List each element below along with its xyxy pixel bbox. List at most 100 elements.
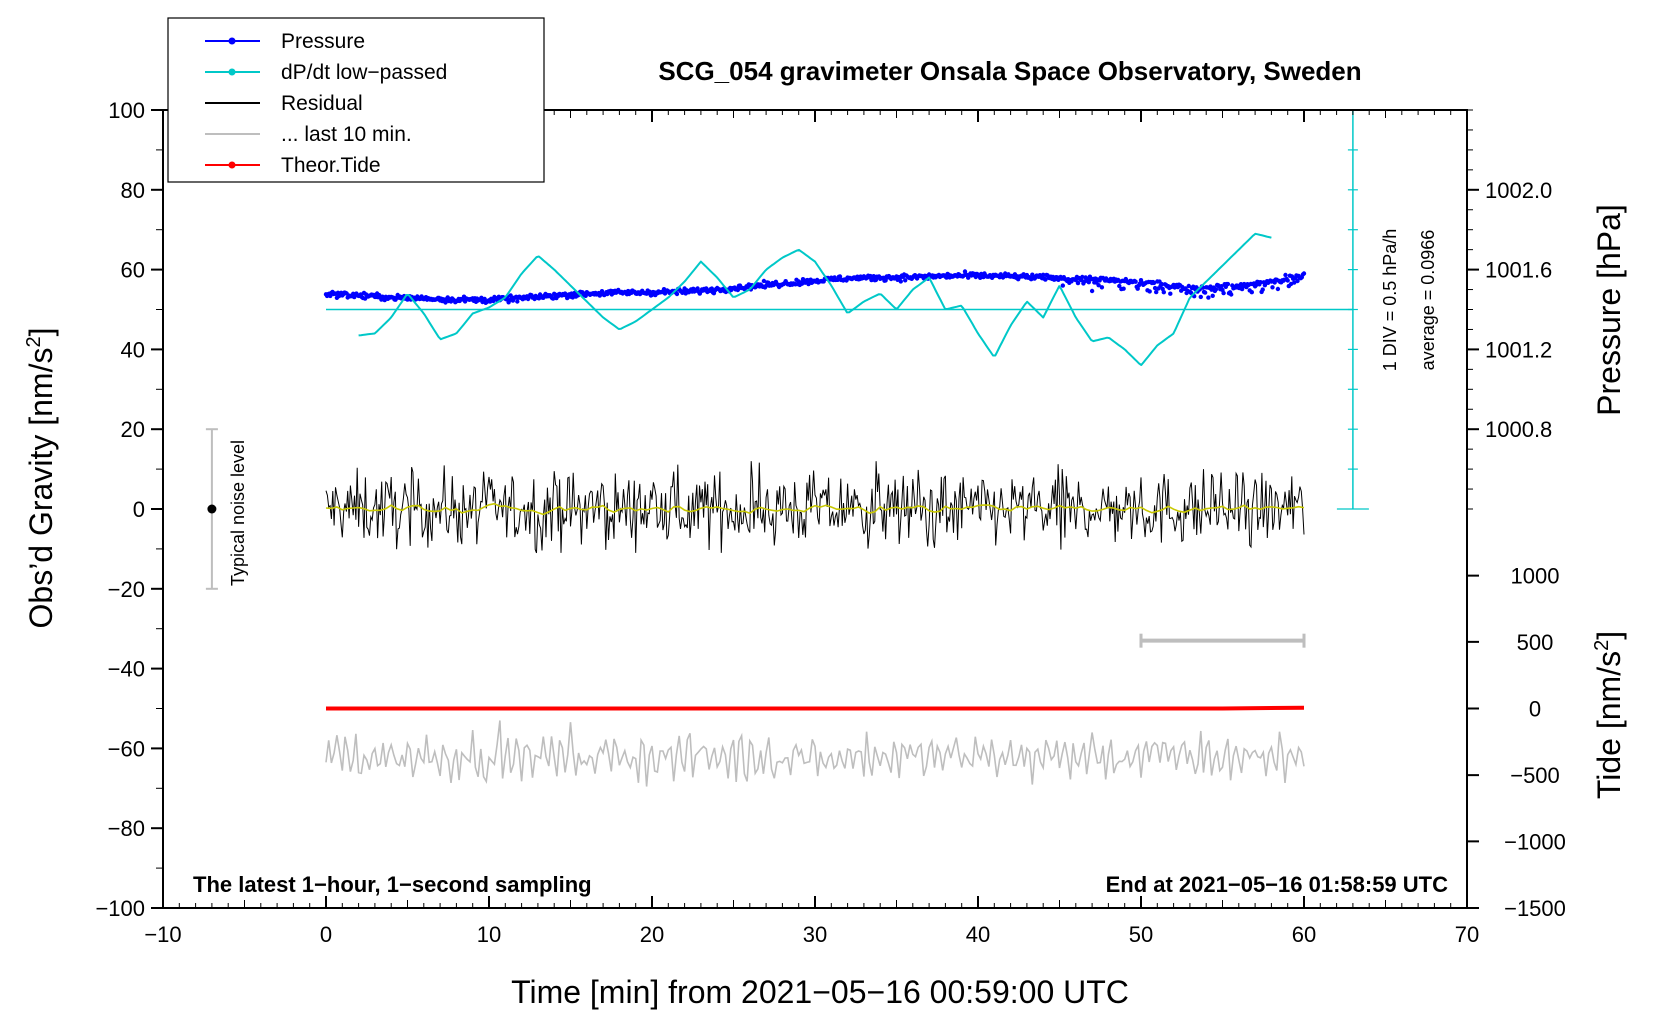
tide-tick-label: 500 xyxy=(1517,630,1554,655)
pressure-point xyxy=(1075,280,1081,286)
last-10-min-series xyxy=(325,720,1305,787)
pressure-point xyxy=(763,283,769,288)
pressure-series xyxy=(323,269,1307,305)
pressure-point xyxy=(1188,290,1194,295)
last-10-min-line xyxy=(325,720,1305,787)
x-tick-label: −10 xyxy=(144,922,181,947)
tide-tick-label: 1000 xyxy=(1511,564,1560,589)
pressure-point xyxy=(1147,289,1152,294)
tide-tick-label: 0 xyxy=(1529,697,1541,722)
chart-title: SCG_054 gravimeter Onsala Space Observat… xyxy=(658,56,1361,86)
y-tick-label: 100 xyxy=(108,98,145,123)
dpdt-series xyxy=(358,232,1272,366)
legend-swatch-marker xyxy=(228,161,236,169)
tide-tick-label: −1000 xyxy=(1504,829,1566,854)
pressure-point xyxy=(1283,272,1288,278)
legend-swatch-marker xyxy=(228,68,236,76)
pressure-point xyxy=(1285,278,1290,283)
tide-line xyxy=(326,705,1305,711)
y-tick-label: 40 xyxy=(121,337,145,362)
footer-left-text: The latest 1−hour, 1−second sampling xyxy=(193,872,592,897)
pressure-point xyxy=(1249,290,1255,295)
pressure-point xyxy=(1202,290,1208,295)
x-tick-label: 0 xyxy=(320,922,332,947)
y-axis-ticks: 100 80 60 40 20 0 −20 −40 −60 −80 −100 xyxy=(95,98,163,921)
legend-label: Residual xyxy=(281,92,363,115)
pressure-point xyxy=(1060,283,1066,288)
theoretical-tide-series xyxy=(326,705,1305,711)
pressure-point xyxy=(1301,271,1307,276)
tide-tick-label: −1500 xyxy=(1504,896,1566,921)
x-tick-label: 40 xyxy=(966,922,990,947)
pressure-point xyxy=(550,296,556,301)
pressure-point xyxy=(1154,289,1159,295)
y-axis-title-tide-main: Tide [nm/s xyxy=(1591,651,1627,799)
pressure-point xyxy=(1151,280,1157,286)
y-axis-title-left-tail: ] xyxy=(23,328,59,337)
pressure-point xyxy=(837,274,843,279)
pressure-point xyxy=(1159,281,1164,287)
pressure-point xyxy=(1160,286,1165,292)
pressure-point xyxy=(1229,292,1234,297)
residual-smoothed-line xyxy=(325,502,1305,516)
y-axis-title-left-sup: 2 xyxy=(23,336,45,347)
pressure-axis-ticks: 1002.0 1001.6 1001.2 1000.8 xyxy=(1467,109,1552,510)
pressure-point xyxy=(1117,283,1122,289)
pressure-point xyxy=(1096,283,1101,288)
pressure-point xyxy=(1089,288,1095,294)
y-tick-label: −40 xyxy=(108,657,145,682)
y-tick-label: 80 xyxy=(121,178,145,203)
pressure-tick-label: 1002.0 xyxy=(1485,178,1552,203)
residual-smoothed-series xyxy=(325,502,1305,516)
y-axis-title-tide-tail: ] xyxy=(1591,631,1627,640)
pressure-point xyxy=(709,286,714,291)
pressure-point xyxy=(1080,274,1085,280)
legend-label: Theor.Tide xyxy=(281,154,381,177)
dpdt-average-label: average = 0.0966 xyxy=(1418,230,1438,371)
pressure-point xyxy=(1275,286,1281,292)
pressure-point xyxy=(1043,277,1048,282)
tide-axis-ticks: 1000 500 0 −500 −1000 −1500 xyxy=(1467,564,1566,921)
footer-right-text: End at 2021−05−16 01:58:59 UTC xyxy=(1106,872,1449,897)
pressure-point xyxy=(1168,291,1173,296)
pressure-point xyxy=(1210,293,1215,298)
pressure-point xyxy=(1099,285,1105,290)
pressure-point xyxy=(1041,272,1046,277)
tide-tick-label: −500 xyxy=(1510,763,1560,788)
legend: Pressure dP/dt low−passed Residual ... last… xyxy=(167,17,545,183)
pressure-point xyxy=(898,279,903,284)
residual-line xyxy=(325,461,1305,554)
pressure-point xyxy=(1206,295,1211,300)
y-axis-title-left: Obs’d Gravity [nm/s2] xyxy=(23,328,59,629)
chart-annotations xyxy=(205,109,1369,648)
legend-swatch-marker xyxy=(228,37,236,45)
y-tick-label: 0 xyxy=(133,497,145,522)
legend-label: Pressure xyxy=(281,30,365,53)
x-tick-label: 10 xyxy=(477,922,501,947)
pressure-point xyxy=(1221,290,1226,296)
pressure-point xyxy=(1260,287,1265,292)
pressure-point xyxy=(565,295,570,301)
x-tick-label: 70 xyxy=(1455,922,1479,947)
dpdt-scale-label: 1 DIV = 0.5 hPa/h xyxy=(1380,229,1400,372)
legend-label: ... last 10 min. xyxy=(281,123,412,146)
pressure-point xyxy=(674,291,680,297)
noise-level-label: Typical noise level xyxy=(228,440,248,586)
x-tick-label: 30 xyxy=(803,922,827,947)
x-tick-label: 20 xyxy=(640,922,664,947)
pressure-point xyxy=(443,300,448,305)
x-tick-label: 50 xyxy=(1129,922,1153,947)
pressure-tick-label: 1001.6 xyxy=(1485,258,1552,283)
y-tick-label: −60 xyxy=(108,736,145,761)
y-tick-label: −100 xyxy=(95,896,145,921)
y-tick-label: −20 xyxy=(108,577,145,602)
pressure-point xyxy=(761,278,767,284)
y-axis-title-tide: Tide [nm/s2] xyxy=(1591,631,1627,799)
pressure-point xyxy=(1295,278,1300,284)
y-tick-label: 60 xyxy=(121,258,145,283)
x-tick-label: 60 xyxy=(1292,922,1316,947)
pressure-point xyxy=(1225,281,1231,287)
y-tick-label: −80 xyxy=(108,816,145,841)
pressure-point xyxy=(1292,280,1297,285)
